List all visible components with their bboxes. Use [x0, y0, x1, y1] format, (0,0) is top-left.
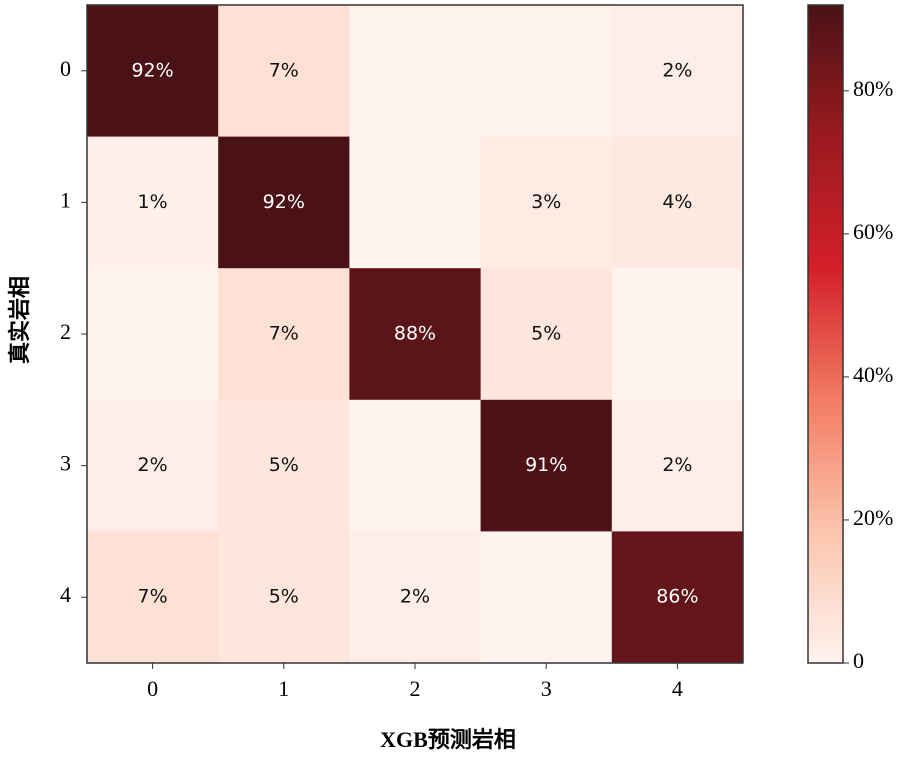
- heatmap-cell: [480, 5, 613, 138]
- heatmap-cell: [87, 268, 219, 401]
- cell-label: 91%: [525, 454, 567, 476]
- x-tick-label: 4: [672, 676, 683, 701]
- x-tick-label: 3: [541, 676, 552, 701]
- heatmap-cell: [218, 268, 350, 401]
- cell-label: 7%: [269, 59, 299, 81]
- cell-label: 1%: [138, 191, 168, 213]
- heatmap-cell: [611, 5, 744, 138]
- cell-label: 5%: [269, 454, 299, 476]
- cell-label: 88%: [394, 323, 436, 345]
- heatmap-cell: [218, 5, 350, 138]
- colorbar-tick-label: 20%: [853, 505, 893, 530]
- colorbar-tick-label: 0: [853, 648, 864, 673]
- heatmap-cell: [349, 136, 482, 269]
- y-tick-label: 1: [60, 187, 71, 212]
- heatmap-cell: [480, 399, 613, 532]
- cell-label: 3%: [531, 191, 561, 213]
- heatmap-cell: [349, 5, 482, 138]
- heatmap-cell: [480, 531, 613, 664]
- cell-label: 7%: [138, 586, 168, 608]
- y-axis-label: 真实岩相: [7, 276, 32, 364]
- heatmap-cell: [611, 531, 744, 664]
- heatmap-cell: [611, 268, 744, 401]
- x-tick-label: 1: [278, 676, 289, 701]
- heatmap-cell: [349, 268, 482, 401]
- heatmap-cell: [480, 136, 613, 269]
- y-tick-label: 4: [60, 582, 71, 607]
- colorbar: [807, 4, 844, 664]
- heatmap-cell: [87, 5, 219, 138]
- heatmap-cell: [218, 531, 350, 664]
- heatmap-cell: [87, 531, 219, 664]
- heatmap-cell: [611, 136, 744, 269]
- x-tick-label: 2: [410, 676, 421, 701]
- colorbar-tick-label: 40%: [853, 362, 893, 387]
- colorbar-tick-label: 60%: [853, 219, 893, 244]
- heatmap-cell: [87, 136, 219, 269]
- heatmap-cell: [611, 399, 744, 532]
- cell-label: 4%: [662, 191, 692, 213]
- cell-label: 2%: [138, 454, 168, 476]
- y-tick-label: 2: [60, 319, 71, 344]
- cell-label: 86%: [656, 586, 698, 608]
- cell-label: 2%: [662, 454, 692, 476]
- heatmap-cell: [480, 268, 613, 401]
- heatmap-cell: [87, 399, 219, 532]
- cell-label: 92%: [263, 191, 305, 213]
- heatmap-cell: [218, 399, 350, 532]
- cell-label: 7%: [269, 323, 299, 345]
- heatmap-cell: [218, 136, 350, 269]
- heatmap-cell: [349, 399, 482, 532]
- cell-label: 92%: [131, 59, 173, 81]
- colorbar-tick-label: 80%: [853, 76, 893, 101]
- x-tick-label: 0: [147, 676, 158, 701]
- y-tick-label: 0: [60, 56, 71, 81]
- cell-label: 5%: [269, 586, 299, 608]
- cell-label: 2%: [400, 586, 430, 608]
- heatmap-cell: [349, 531, 482, 664]
- cell-label: 2%: [662, 59, 692, 81]
- cell-label: 5%: [531, 323, 561, 345]
- y-tick-label: 3: [60, 451, 71, 476]
- x-axis-label: XGB预测岩相: [380, 727, 516, 752]
